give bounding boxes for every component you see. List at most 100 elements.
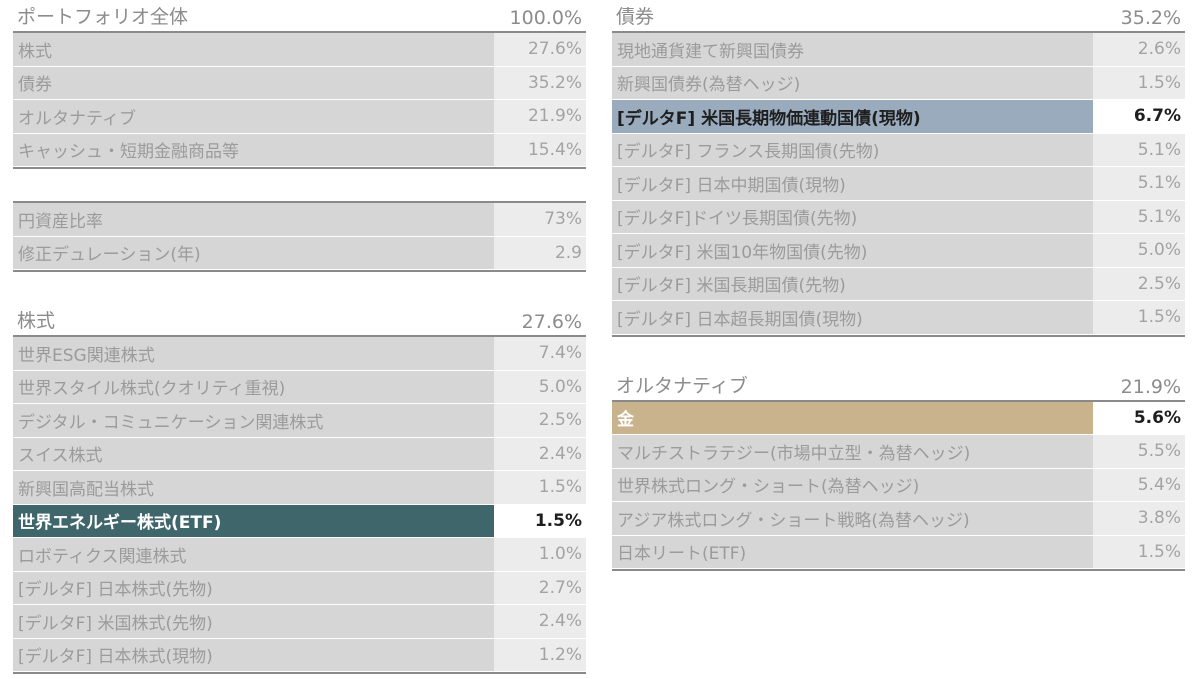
table-row: 株式 27.6%	[13, 33, 586, 67]
metrics-section: 円資産比率 73% 修正デュレーション(年) 2.9	[13, 201, 586, 272]
row-value: 1.2%	[494, 638, 586, 671]
alternative-header: オルタナティブ 21.9%	[612, 369, 1185, 402]
right-column: 債券 35.2% 現地通貨建て新興国債券 2.6% 新興国債券(為替ヘッジ) 1.5…	[612, 0, 1185, 571]
row-value: 5.5%	[1093, 435, 1185, 468]
bonds-total: 35.2%	[1120, 7, 1181, 29]
table-row: 世界ESG関連株式 7.4%	[13, 337, 586, 371]
table-row: マルチストラテジー(市場中立型・為替ヘッジ) 5.5%	[612, 435, 1185, 469]
row-value: 35.2%	[494, 66, 586, 99]
table-row: デジタル・コミュニケーション関連株式 2.5%	[13, 404, 586, 438]
row-label: 世界ESG関連株式	[13, 337, 494, 370]
highlighted-row: [デルタF] 米国長期物価連動国債(現物) 6.7%	[612, 100, 1185, 134]
table-row: [デルタF] 米国株式(先物) 2.4%	[13, 605, 586, 639]
table-row: 債券 35.2%	[13, 66, 586, 100]
portfolio-header: ポートフォリオ全体 100.0%	[13, 0, 586, 33]
row-label: [デルタF] 米国10年物国債(先物)	[612, 234, 1093, 267]
row-value: 1.5%	[494, 504, 586, 537]
equity-section: 株式 27.6% 世界ESG関連株式 7.4% 世界スタイル株式(クオリティ重視)…	[13, 304, 586, 674]
row-value: 1.5%	[1093, 301, 1185, 334]
highlighted-row: 世界エネルギー株式(ETF) 1.5%	[13, 504, 586, 538]
table-row: [デルタF] 日本超長期国債(現物) 1.5%	[612, 301, 1185, 335]
row-value: 5.6%	[1093, 401, 1185, 434]
row-label: 世界スタイル株式(クオリティ重視)	[13, 370, 494, 403]
row-value: 5.1%	[1093, 200, 1185, 233]
table-row: 新興国高配当株式 1.5%	[13, 471, 586, 505]
table-row: [デルタF] 米国10年物国債(先物) 5.0%	[612, 234, 1185, 268]
table-row: 世界株式ロング・ショート(為替ヘッジ) 5.4%	[612, 468, 1185, 502]
row-label: 世界エネルギー株式(ETF)	[13, 504, 494, 537]
row-label: [デルタF] 米国長期物価連動国債(現物)	[612, 100, 1093, 133]
row-label: デジタル・コミュニケーション関連株式	[13, 404, 494, 437]
row-label: スイス株式	[13, 437, 494, 470]
row-label: [デルタF] 日本中期国債(現物)	[612, 167, 1093, 200]
bonds-section: 債券 35.2% 現地通貨建て新興国債券 2.6% 新興国債券(為替ヘッジ) 1.5…	[612, 0, 1185, 337]
row-label: 債券	[13, 66, 494, 99]
row-label: 世界株式ロング・ショート(為替ヘッジ)	[612, 468, 1093, 501]
table-row: 世界スタイル株式(クオリティ重視) 5.0%	[13, 370, 586, 404]
row-label: 金	[612, 401, 1093, 434]
row-value: 27.6%	[494, 33, 586, 66]
row-label: オルタナティブ	[13, 100, 494, 133]
portfolio-title: ポートフォリオ全体	[17, 6, 189, 28]
table-row: [デルタF] フランス長期国債(先物) 5.1%	[612, 133, 1185, 167]
alternative-title: オルタナティブ	[616, 374, 748, 397]
row-label: ロボティクス関連株式	[13, 538, 494, 571]
table-row: [デルタF] 日本株式(先物) 2.7%	[13, 571, 586, 605]
row-label: 新興国高配当株式	[13, 471, 494, 504]
row-label: [デルタF] 日本超長期国債(現物)	[612, 301, 1093, 334]
table-row: 日本リート(ETF) 1.5%	[612, 535, 1185, 569]
row-value: 5.1%	[1093, 133, 1185, 166]
left-column: ポートフォリオ全体 100.0% 株式 27.6% 債券 35.2% オルタナティブ…	[13, 0, 586, 674]
portfolio-section: ポートフォリオ全体 100.0% 株式 27.6% 債券 35.2% オルタナティブ…	[13, 0, 586, 169]
row-value: 3.8%	[1093, 502, 1185, 535]
row-label: 修正デュレーション(年)	[13, 236, 494, 269]
row-label: アジア株式ロング・ショート戦略(為替ヘッジ)	[612, 502, 1093, 535]
table-row: オルタナティブ 21.9%	[13, 100, 586, 134]
table-row: 修正デュレーション(年) 2.9	[13, 236, 586, 270]
row-value: 5.0%	[1093, 234, 1185, 267]
row-label: [デルタF] 日本株式(先物)	[13, 571, 494, 604]
row-value: 7.4%	[494, 337, 586, 370]
row-label: 株式	[13, 33, 494, 66]
equity-header: 株式 27.6%	[13, 304, 586, 337]
row-value: 2.5%	[494, 404, 586, 437]
bonds-header: 債券 35.2%	[612, 0, 1185, 33]
row-value: 5.0%	[494, 370, 586, 403]
row-value: 5.4%	[1093, 468, 1185, 501]
portfolio-total: 100.0%	[509, 7, 582, 29]
table-row: [デルタF]ドイツ長期国債(先物) 5.1%	[612, 200, 1185, 234]
row-value: 21.9%	[494, 100, 586, 133]
bonds-title: 債券	[616, 6, 655, 28]
table-row: 現地通貨建て新興国債券 2.6%	[612, 33, 1185, 67]
table-row: スイス株式 2.4%	[13, 437, 586, 471]
row-value: 1.0%	[494, 538, 586, 571]
row-value: 1.5%	[1093, 66, 1185, 99]
table-row: アジア株式ロング・ショート戦略(為替ヘッジ) 3.8%	[612, 502, 1185, 536]
row-value: 5.1%	[1093, 167, 1185, 200]
row-value: 73%	[494, 203, 586, 236]
row-value: 2.5%	[1093, 267, 1185, 300]
table-row: [デルタF] 日本中期国債(現物) 5.1%	[612, 167, 1185, 201]
row-value: 2.7%	[494, 571, 586, 604]
row-label: 円資産比率	[13, 203, 494, 236]
row-value: 2.4%	[494, 605, 586, 638]
alternative-section: オルタナティブ 21.9% 金 5.6% マルチストラテジー(市場中立型・為替ヘッ…	[612, 369, 1185, 571]
row-value: 2.4%	[494, 437, 586, 470]
row-label: 現地通貨建て新興国債券	[612, 33, 1093, 66]
table-row: ロボティクス関連株式 1.0%	[13, 538, 586, 572]
row-label: 日本リート(ETF)	[612, 535, 1093, 568]
row-label: 新興国債券(為替ヘッジ)	[612, 66, 1093, 99]
table-row: 新興国債券(為替ヘッジ) 1.5%	[612, 66, 1185, 100]
table-row: 円資産比率 73%	[13, 203, 586, 237]
equity-title: 株式	[17, 310, 56, 332]
row-label: [デルタF] 日本株式(現物)	[13, 638, 494, 671]
table-row: キャッシュ・短期金融商品等 15.4%	[13, 133, 586, 167]
highlighted-row: 金 5.6%	[612, 401, 1185, 435]
table-row: [デルタF] 日本株式(現物) 1.2%	[13, 638, 586, 672]
alternative-total: 21.9%	[1120, 375, 1181, 398]
row-value: 15.4%	[494, 133, 586, 166]
row-label: [デルタF] 米国株式(先物)	[13, 605, 494, 638]
row-value: 6.7%	[1093, 100, 1185, 133]
equity-total: 27.6%	[521, 311, 582, 333]
row-label: マルチストラテジー(市場中立型・為替ヘッジ)	[612, 435, 1093, 468]
